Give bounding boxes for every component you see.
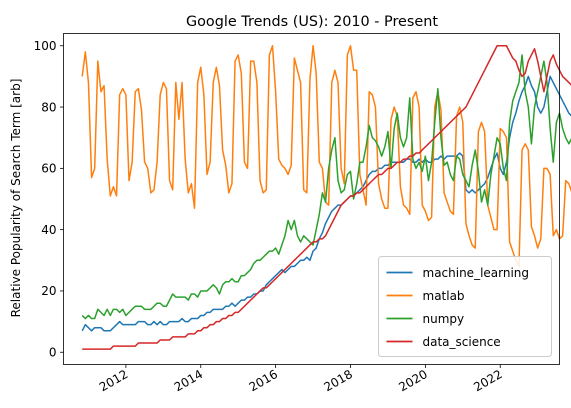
series-line-machine-learning	[81, 75, 571, 332]
x-tick-label: 2016	[247, 367, 280, 394]
x-tick-label: 2014	[172, 367, 205, 394]
y-tick-label: 80	[41, 100, 56, 114]
series-line-matlab	[81, 45, 571, 268]
legend-box	[378, 256, 552, 357]
x-tick-label: 2012	[97, 367, 130, 394]
legend-label-matlab: matlab	[423, 289, 465, 303]
legend-label-data-science: data_science	[423, 335, 501, 349]
legend-label-numpy: numpy	[423, 312, 465, 326]
y-axis-label: Relative Popularity of Search Term [arb]	[9, 79, 23, 318]
plot-area	[81, 45, 571, 350]
series-line-numpy	[81, 54, 571, 320]
y-tick-label: 60	[41, 162, 56, 176]
y-tick-label: 0	[49, 345, 57, 359]
legend-label-machine-learning: machine_learning	[423, 266, 530, 280]
axes-frame	[63, 33, 560, 365]
x-tick-label: 2020	[396, 367, 429, 394]
x-tick-label: 2022	[471, 367, 504, 394]
y-axis: 0 20 40 60 80 100	[34, 39, 64, 359]
x-tick-label: 2018	[322, 367, 355, 394]
y-tick-label: 40	[41, 223, 56, 237]
y-tick-label: 20	[41, 284, 56, 298]
x-axis: 2012 2014 2016 2018 2020 2022	[97, 364, 505, 394]
series-line-data-science	[82, 45, 571, 350]
chart-title: Google Trends (US): 2010 - Present	[186, 14, 438, 30]
y-tick-label: 100	[34, 39, 57, 53]
